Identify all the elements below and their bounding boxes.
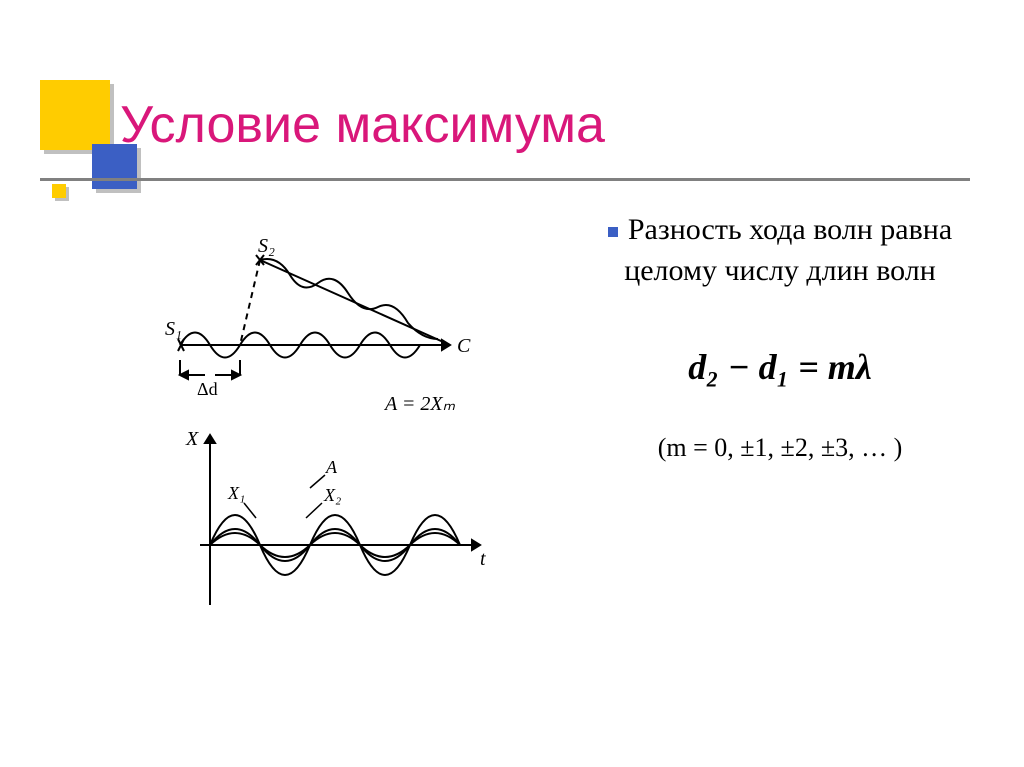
label-c: C [457,335,471,357]
label-x2: X₂ [323,485,341,505]
page-title-text: Условие максимума [120,96,605,154]
decor-sq-yellow [52,184,66,198]
label-a: A [325,457,338,477]
right-column: Разность хода волн равна целому числу дл… [580,210,980,463]
bullet-icon [608,227,618,237]
slide: Условие максимума [0,0,1024,767]
diagram-container: S₁ S₂ C Δd A = 2Xₘ [150,235,510,635]
page-title: Условие максимума [120,95,605,155]
label-x1: X₁ [227,483,245,503]
label-t: t [480,548,486,570]
formula-sub: (m = 0, ±1, ±2, ±3, … ) [580,433,980,463]
label-dd: Δd [197,379,218,399]
decor-yellow-1 [40,80,110,150]
label-x: X [185,428,199,450]
description-text: Разность хода волн равна целому числу дл… [624,213,952,287]
description-line: Разность хода волн равна целому числу дл… [580,210,980,291]
label-amp: A = 2Xₘ [383,393,456,415]
interference-diagram: S₁ S₂ C Δd A = 2Xₘ [150,235,510,635]
label-s1: S₁ [165,318,182,340]
label-s2: S₂ [258,235,275,257]
formula-main: d₂ − d₁ = mλ [580,346,980,388]
separator-line [40,178,970,181]
